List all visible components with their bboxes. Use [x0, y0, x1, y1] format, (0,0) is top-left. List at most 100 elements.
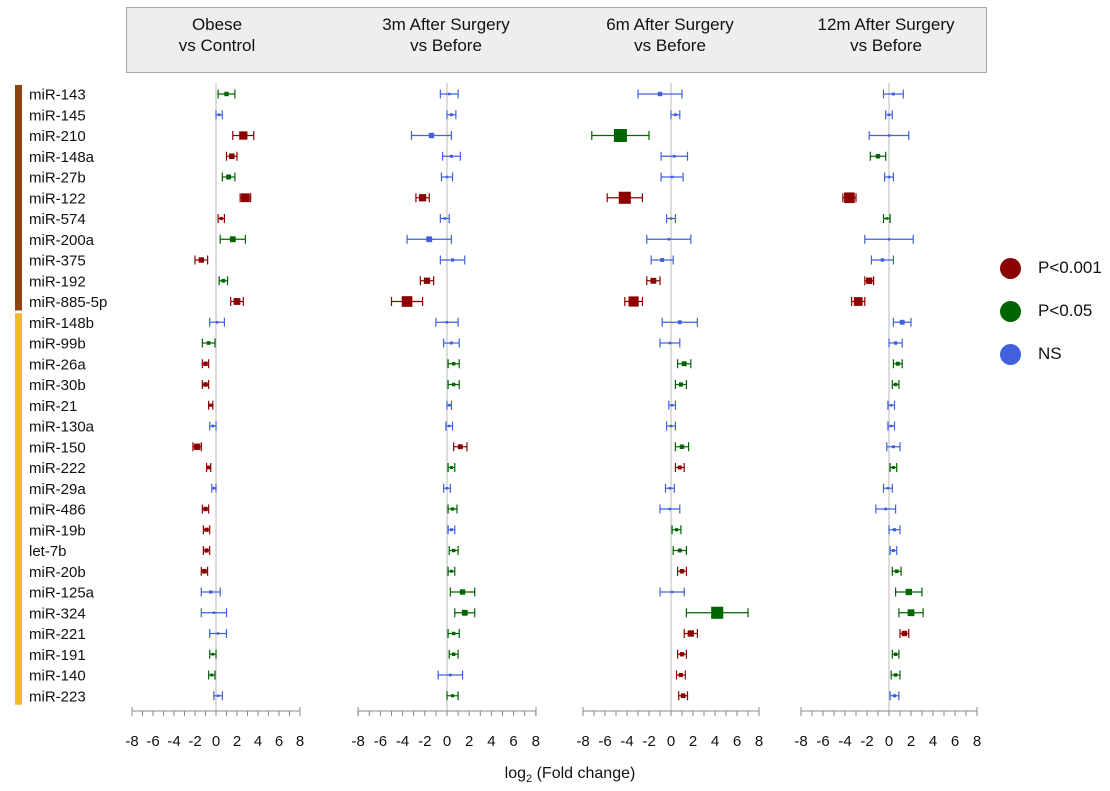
x-tick-label: -2 — [418, 733, 431, 750]
x-tick-label: 2 — [907, 733, 915, 750]
x-axis-label-rest: (Fold change) — [532, 765, 636, 782]
point-estimate — [206, 465, 211, 470]
point-estimate — [893, 382, 898, 387]
panel-title-line2: vs Control — [178, 36, 256, 55]
point-estimate — [203, 361, 208, 366]
row-label: miR-20b — [29, 564, 86, 581]
point-estimate — [892, 528, 897, 532]
row-label: miR-125a — [29, 585, 95, 602]
point-estimate — [677, 320, 682, 325]
panel-title-3m: 3m After Surgery vs Before — [346, 14, 546, 56]
point-estimate — [884, 507, 888, 511]
legend-label: P<0.001 — [1038, 258, 1102, 277]
point-estimate — [451, 382, 456, 387]
point-estimate — [447, 424, 451, 428]
point-estimate — [680, 693, 686, 699]
point-estimate — [450, 258, 455, 262]
point-estimate — [899, 319, 905, 325]
point-estimate — [678, 382, 683, 387]
panel-title-12m: 12m After Surgery vs Before — [786, 14, 986, 56]
point-estimate — [893, 341, 898, 345]
row-label: miR-122 — [29, 190, 86, 207]
point-estimate — [216, 632, 220, 635]
row-label: miR-148b — [29, 315, 94, 332]
legend-dot-ns — [1000, 343, 1021, 365]
x-tick-label: -6 — [816, 733, 829, 750]
point-estimate — [418, 194, 427, 202]
point-estimate — [212, 487, 216, 490]
point-estimate — [672, 154, 676, 158]
row-label: miR-375 — [29, 253, 86, 270]
x-tick-label: 8 — [296, 733, 304, 750]
point-estimate — [451, 631, 456, 636]
row-label: miR-191 — [29, 647, 86, 664]
x-axis-label: log2 (Fold change) — [420, 765, 720, 785]
x-tick-label: 4 — [254, 733, 262, 750]
point-estimate — [866, 277, 873, 284]
point-estimate — [673, 113, 677, 117]
point-estimate — [668, 507, 672, 511]
point-estimate — [211, 652, 215, 656]
x-tick-label: 4 — [711, 733, 719, 750]
point-estimate — [216, 694, 220, 697]
panel-title-6m: 6m After Surgery vs Before — [570, 14, 770, 56]
point-estimate — [894, 569, 899, 574]
point-estimate — [217, 113, 221, 117]
x-tick-label: -6 — [598, 733, 611, 750]
point-estimate — [660, 258, 665, 262]
point-estimate — [891, 549, 895, 552]
point-estimate — [428, 132, 435, 139]
point-estimate — [886, 487, 890, 490]
x-tick-label: 0 — [212, 733, 220, 750]
point-estimate — [892, 694, 897, 698]
x-tick-label: 6 — [509, 733, 517, 750]
point-estimate — [628, 296, 639, 307]
row-label: miR-192 — [29, 273, 86, 290]
point-estimate — [212, 611, 216, 614]
row-label: miR-19b — [29, 522, 86, 539]
point-estimate — [445, 487, 449, 490]
point-estimate — [445, 175, 449, 179]
point-estimate — [674, 528, 679, 532]
point-estimate — [681, 361, 687, 367]
point-estimate — [667, 238, 671, 241]
x-tick-label: -8 — [576, 733, 589, 750]
point-estimate — [448, 673, 452, 677]
x-tick-label: 2 — [465, 733, 473, 750]
row-label: miR-222 — [29, 460, 86, 477]
row-label: miR-27b — [29, 170, 86, 187]
point-estimate — [668, 341, 672, 345]
row-label: miR-21 — [29, 398, 77, 415]
point-estimate — [853, 297, 863, 306]
point-estimate — [443, 217, 447, 220]
row-label: miR-221 — [29, 626, 86, 643]
row-label: miR-486 — [29, 502, 86, 519]
point-estimate — [895, 361, 900, 366]
legend-dot-p001 — [1000, 257, 1021, 279]
row-label: miR-200a — [29, 232, 95, 249]
x-tick-label: -4 — [167, 733, 180, 750]
point-estimate — [677, 465, 682, 470]
x-tick-label: 4 — [487, 733, 495, 750]
point-estimate — [669, 424, 673, 428]
x-axis-label-sub: 2 — [526, 773, 533, 786]
x-tick-label: 8 — [973, 733, 981, 750]
point-estimate — [219, 216, 223, 221]
point-estimate — [670, 175, 674, 179]
row-label: miR-150 — [29, 439, 86, 456]
point-estimate — [450, 507, 455, 511]
x-tick-label: 2 — [689, 733, 697, 750]
point-estimate — [233, 298, 241, 305]
point-estimate — [445, 321, 449, 324]
point-estimate — [423, 277, 431, 284]
panel-title-line2: vs Before — [410, 36, 482, 55]
point-estimate — [449, 113, 453, 117]
row-label: miR-145 — [29, 107, 86, 124]
point-estimate — [401, 296, 413, 307]
legend-item-ns: NS — [1000, 341, 1062, 367]
point-estimate — [206, 341, 211, 345]
point-estimate — [211, 424, 215, 428]
point-estimate — [215, 321, 219, 324]
x-tick-label: 0 — [667, 733, 675, 750]
